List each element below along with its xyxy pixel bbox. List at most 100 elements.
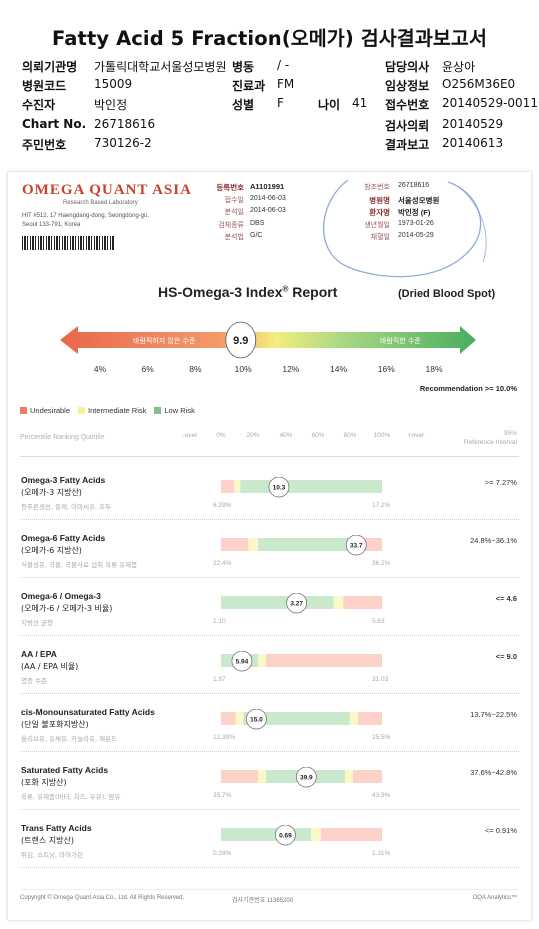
info-label: 생년월일	[364, 221, 390, 229]
legend-item: Low Risk	[154, 406, 195, 415]
recommendation: Recommendation >= 10.0%	[419, 384, 517, 393]
patient-info-value: O256M36E0	[442, 77, 516, 91]
bar-segment	[353, 770, 382, 783]
bar-segment	[258, 538, 354, 551]
percentile-bar: 39.9	[221, 767, 382, 788]
value-label: 33.7	[350, 543, 363, 550]
reference-interval: <= 0.91%	[484, 826, 517, 835]
patient-info-value: 20140613	[442, 136, 504, 150]
bar-segment	[221, 770, 259, 783]
info-label: 참조번호	[364, 184, 390, 191]
gauge-tick: 4%	[93, 364, 107, 374]
value-marker	[295, 767, 317, 788]
range-min: 1.87	[213, 676, 226, 683]
info-value: 2014-06-03	[250, 207, 286, 214]
range-min: 12.39%	[213, 734, 236, 741]
row-description: 올리브유, 유채유, 카놀라유, 해분드	[21, 735, 118, 743]
bar-segment	[362, 538, 382, 551]
range-max: 17.2%	[372, 502, 391, 509]
range-max: 31.03	[372, 676, 389, 683]
result-row: Omega-6 / Omega-3 (오메가-6 / 오메가-3 비율) 지방산 균…	[8, 591, 531, 649]
index-marker: 9.9	[225, 321, 257, 359]
info-label: 등록번호	[216, 183, 244, 192]
gauge-tick: 18%	[425, 364, 443, 374]
range-max: 25.5%	[372, 734, 391, 741]
patient-info-value: 20140529-00116	[442, 96, 539, 110]
patient-info-label: 주민번호	[22, 138, 67, 152]
percentile-header: Percentile Ranking Quintile	[20, 434, 105, 441]
bar-segment	[248, 538, 259, 551]
value-marker	[231, 651, 253, 672]
reference-interval: 24.8%~36.1%	[470, 536, 517, 545]
percentile-tick: 0%	[216, 432, 226, 439]
omega3-index-gauge: 바람직하지 않은 수준 바람직한 수준 9.9	[60, 321, 476, 359]
divider	[20, 456, 519, 457]
row-title: Omega-6 Fatty Acids	[21, 533, 106, 543]
bar-segment	[333, 596, 344, 609]
lab-logo: OMEGA QUANT ASIA	[22, 182, 192, 198]
patient-info-value: F	[277, 96, 284, 110]
row-subtitle: (단일 불포화지방산)	[21, 720, 89, 729]
value-marker	[345, 535, 367, 556]
bar-segment	[344, 770, 354, 783]
legend-label: Low Risk	[164, 406, 195, 415]
range-max: 1.31%	[372, 850, 391, 857]
bar-segment	[320, 828, 382, 841]
value-marker	[275, 825, 296, 846]
footer-brand: OQA Analytics™	[472, 895, 517, 901]
row-description: 등푸른생선, 들깨, 아마씨유, 호두	[21, 503, 112, 511]
result-row: Trans Fatty Acids (트랜스 지방산) 튀김, 쇼트닝, 마아가린 <…	[8, 823, 531, 881]
row-subtitle: (포화 지방산)	[21, 778, 67, 787]
percentile-tick: +over	[407, 432, 425, 439]
reference-header: 95% Reference Interval	[463, 430, 517, 446]
patient-info-value: 가톨릭대학교서울성모병원	[94, 60, 227, 74]
gauge-tick: 14%	[330, 364, 348, 374]
divider	[20, 635, 519, 636]
result-row: Omega-6 Fatty Acids (오메가-6 지방산) 식물성유, 곡물, …	[8, 533, 531, 591]
info-label: 분석법	[224, 234, 244, 241]
patient-info-label: 나이	[318, 98, 341, 112]
range-max: 5.63	[372, 618, 385, 625]
patient-info-value: 26718616	[94, 117, 156, 131]
row-title: AA / EPA	[21, 649, 57, 659]
info-value: 2014-05-29	[398, 232, 434, 239]
index-value: 9.9	[233, 335, 248, 347]
reference-interval: 37.6%~42.8%	[470, 768, 517, 777]
patient-info-label: 성별	[232, 98, 255, 112]
legend-swatch	[20, 407, 27, 414]
divider	[20, 693, 519, 694]
bar-segment	[243, 712, 350, 725]
bar-segment	[349, 712, 358, 725]
gauge-tick: 10%	[234, 364, 252, 374]
patient-info-value: 윤상아	[442, 60, 476, 74]
page-title: Fatty Acid 5 Fraction(오메가) 검사결과보고서	[51, 27, 488, 50]
info-value: 2014-06-03	[250, 194, 286, 202]
patient-info-value: 박인정	[94, 98, 128, 112]
patient-info-label: 임상정보	[385, 79, 430, 93]
bar-segment	[221, 538, 249, 551]
row-title: Omega-6 / Omega-3	[21, 591, 101, 601]
percentile-bar: 5.94	[221, 651, 382, 672]
row-subtitle: (오메가-3 지방산)	[21, 488, 82, 497]
result-row: cis-Monounsaturated Fatty Acids (단일 불포화지방…	[8, 707, 531, 765]
range-min: 6.29%	[213, 502, 232, 509]
percentile-tick: 20%	[246, 432, 260, 439]
row-subtitle: (트랜스 지방산)	[21, 836, 74, 845]
percentile-bar: 10.3	[221, 477, 382, 498]
divider	[20, 519, 519, 520]
reference-interval: 13.7%~22.5%	[470, 710, 517, 719]
divider	[20, 577, 519, 578]
patient-info-label: Chart No.	[22, 117, 87, 131]
info-value: 서울성모병원	[398, 195, 440, 205]
range-min: 22.4%	[213, 560, 232, 567]
patient-info-value: 15009	[94, 77, 133, 91]
info-value: A1101991	[250, 182, 285, 191]
patient-info-label: 수진자	[22, 98, 56, 112]
legend-label: Intermediate Risk	[88, 406, 147, 415]
percentile-tick: 60%	[311, 432, 325, 439]
percentile-bar: 33.7	[221, 535, 382, 556]
index-subtitle: (Dried Blood Spot)	[398, 288, 496, 300]
patient-info-label: 병원코드	[22, 79, 67, 93]
index-title: HS-Omega-3 Index® Report	[158, 284, 338, 300]
value-label: 0.69	[279, 833, 292, 840]
